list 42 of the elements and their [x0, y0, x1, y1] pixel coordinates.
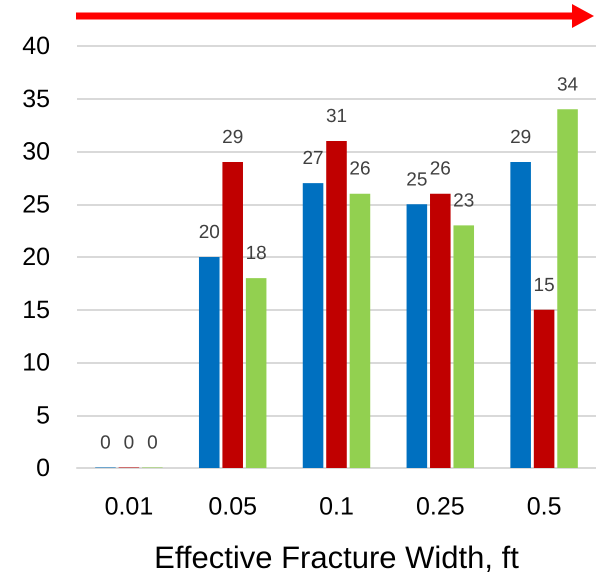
bar: [326, 140, 347, 468]
bar: [557, 109, 578, 468]
x-tick-label: 0.1: [319, 492, 354, 520]
data-label: 31: [326, 106, 348, 127]
data-label: 18: [246, 243, 267, 264]
bar: [534, 310, 554, 468]
x-tick-label: 0.5: [526, 492, 562, 520]
data-label: 34: [556, 74, 579, 96]
data-label: 0: [147, 432, 158, 454]
bar: [222, 162, 243, 468]
bar: [350, 194, 370, 468]
data-label: 25: [406, 169, 428, 190]
data-label: 29: [222, 127, 244, 148]
x-axis-title: Effective Fracture Width, ft: [154, 540, 520, 575]
data-label: 0: [124, 432, 134, 454]
y-tick-label: 10: [22, 348, 50, 376]
y-tick-label: 30: [22, 138, 50, 166]
y-tick-label: 25: [22, 190, 50, 218]
x-tick-label: 0.01: [104, 492, 154, 520]
y-tick-label: 35: [22, 84, 50, 113]
bar: [302, 183, 324, 468]
bar: [453, 225, 474, 468]
bar: [510, 162, 531, 468]
y-tick-label: 40: [22, 32, 50, 60]
data-label: 26: [430, 158, 451, 180]
data-label: 23: [453, 190, 474, 212]
data-label: 29: [510, 127, 532, 148]
data-label: 0: [100, 432, 111, 454]
bar: [198, 257, 220, 468]
data-label: 26: [349, 158, 371, 180]
x-tick-label: 0.05: [208, 492, 258, 520]
bar: [406, 204, 428, 468]
bar: [246, 278, 266, 468]
y-tick-label: 20: [22, 243, 50, 271]
y-tick-label: 5: [36, 401, 50, 430]
data-label: 15: [534, 274, 555, 296]
y-tick-label: 0: [36, 454, 50, 482]
bar: [430, 194, 451, 468]
data-label: 20: [198, 222, 220, 243]
data-label: 27: [302, 148, 324, 170]
x-tick-label: 0.25: [416, 492, 465, 520]
y-tick-label: 15: [22, 296, 50, 324]
